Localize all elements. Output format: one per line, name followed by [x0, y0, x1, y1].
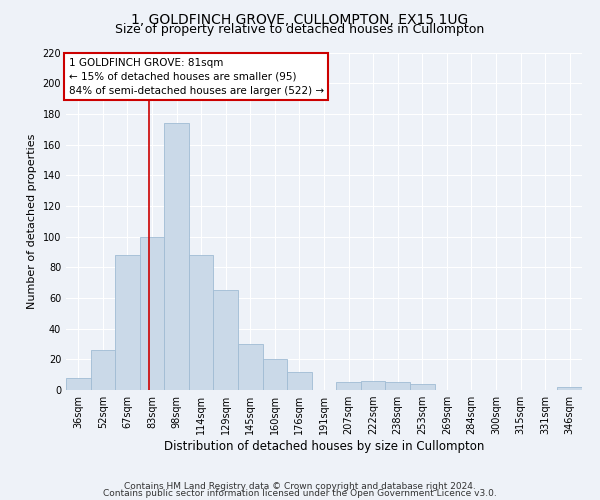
Bar — [238, 344, 263, 390]
Bar — [410, 384, 434, 390]
Text: Size of property relative to detached houses in Cullompton: Size of property relative to detached ho… — [115, 22, 485, 36]
Text: 1, GOLDFINCH GROVE, CULLOMPTON, EX15 1UG: 1, GOLDFINCH GROVE, CULLOMPTON, EX15 1UG — [131, 12, 469, 26]
Bar — [557, 387, 582, 390]
Bar — [164, 123, 189, 390]
Bar — [263, 360, 287, 390]
Bar — [214, 290, 238, 390]
Bar — [336, 382, 361, 390]
Text: 1 GOLDFINCH GROVE: 81sqm
← 15% of detached houses are smaller (95)
84% of semi-d: 1 GOLDFINCH GROVE: 81sqm ← 15% of detach… — [68, 58, 324, 96]
Bar — [66, 378, 91, 390]
Bar — [189, 255, 214, 390]
Text: Contains HM Land Registry data © Crown copyright and database right 2024.: Contains HM Land Registry data © Crown c… — [124, 482, 476, 491]
Bar — [115, 255, 140, 390]
Bar — [287, 372, 312, 390]
Bar — [140, 236, 164, 390]
Bar — [385, 382, 410, 390]
Text: Contains public sector information licensed under the Open Government Licence v3: Contains public sector information licen… — [103, 490, 497, 498]
Bar — [91, 350, 115, 390]
Bar — [361, 381, 385, 390]
X-axis label: Distribution of detached houses by size in Cullompton: Distribution of detached houses by size … — [164, 440, 484, 453]
Y-axis label: Number of detached properties: Number of detached properties — [27, 134, 37, 309]
